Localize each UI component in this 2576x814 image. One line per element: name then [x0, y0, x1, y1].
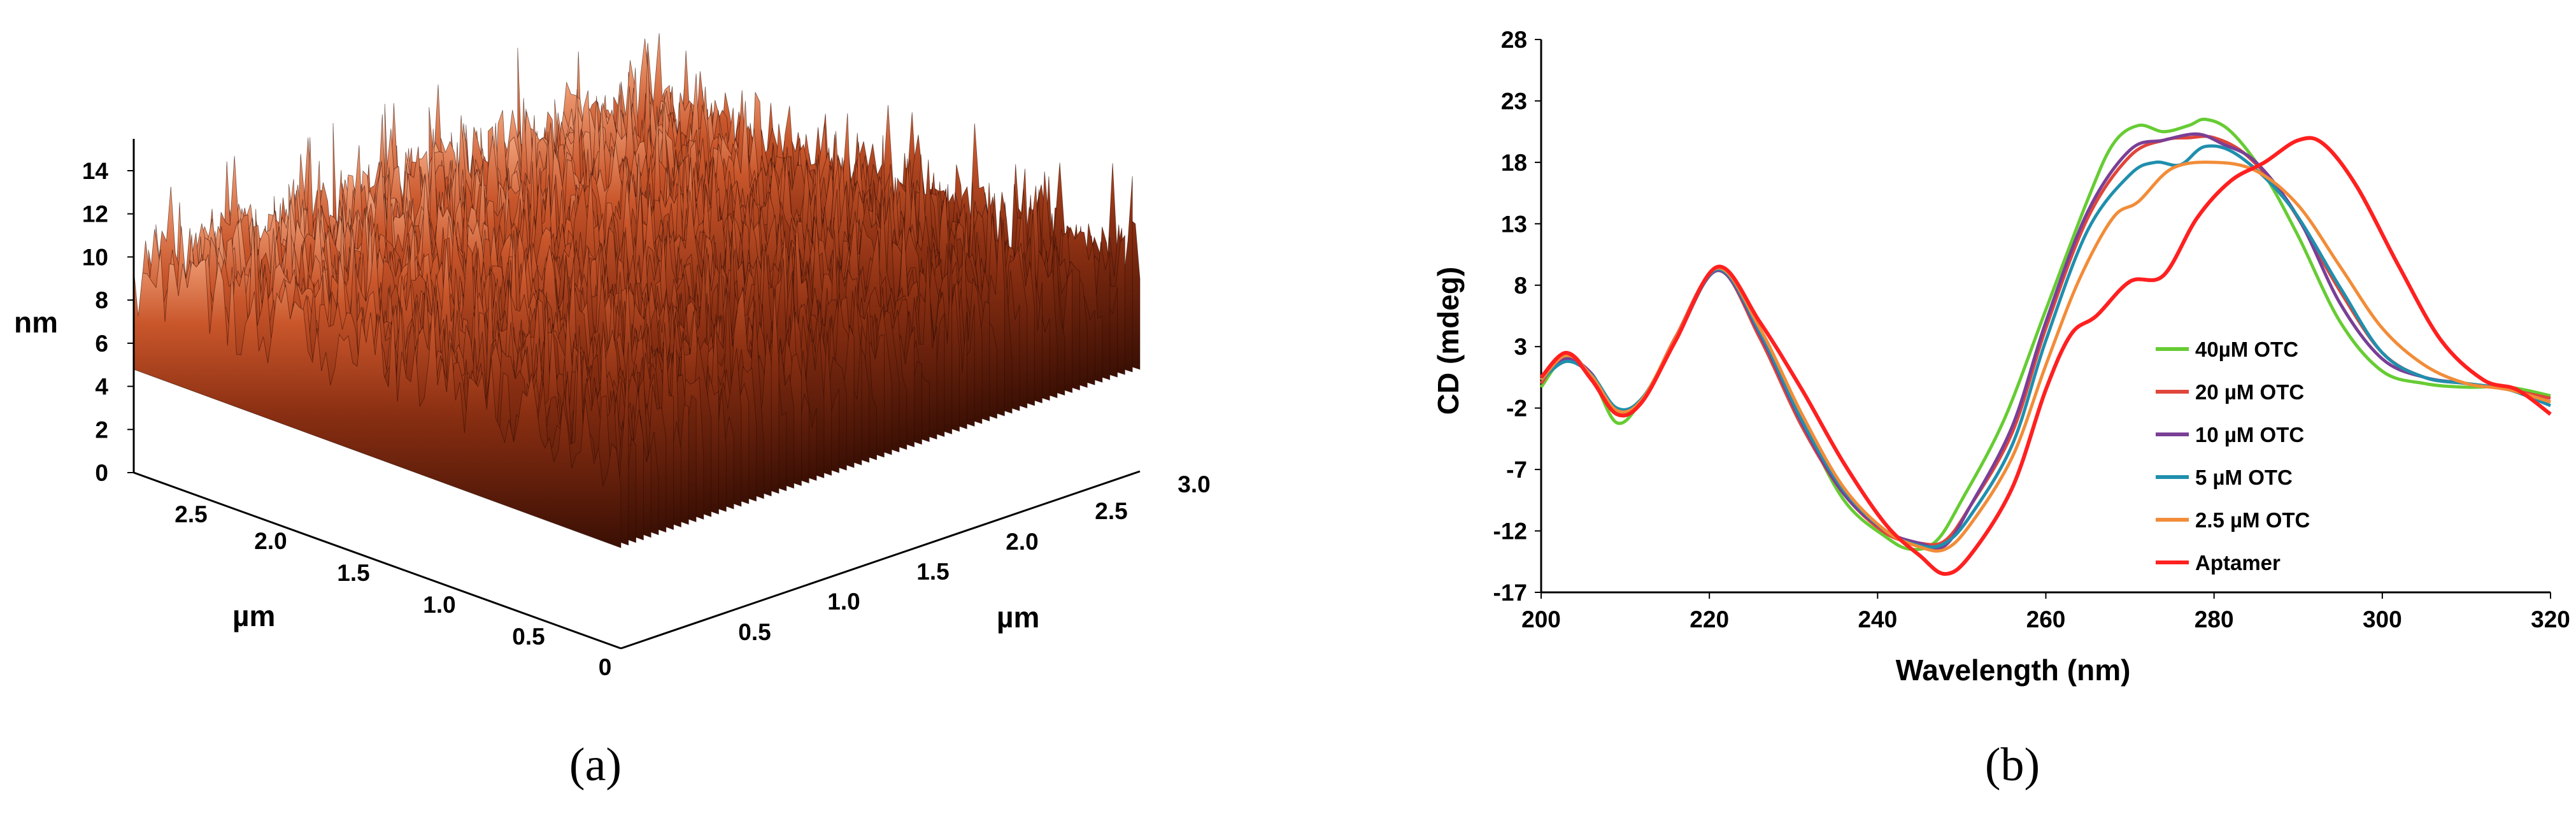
x-tick-label: 2.5 [174, 501, 207, 527]
x-axis-title: Wavelength (nm) [1896, 653, 2131, 687]
y-tick-label: -7 [1506, 457, 1527, 483]
cd-axes [1540, 39, 2551, 594]
panel-a-caption: (a) [569, 739, 622, 791]
afm-axes [132, 139, 1141, 650]
y-tick-label: 2.5 [1095, 498, 1127, 524]
cd-line-chart: -17 -12 -7 -2 3 8 13 18 23 28 200 220 240 260 280 300 3… [1432, 27, 2570, 791]
y-tick-label: 18 [1501, 150, 1527, 176]
panel-b-caption: (b) [1985, 739, 2040, 791]
y-tick-label: 1.5 [916, 559, 949, 585]
series-line-5 [1539, 136, 2552, 576]
z-axis-title: nm [14, 306, 58, 339]
afm-tick-labels: 0 2 4 6 8 10 12 14 0 0.5 1.0 1.5 2.0 2.5 0.5 1.0 1.5 2.0 2… [82, 158, 1211, 680]
y-tick-label: -17 [1493, 580, 1527, 606]
y-tick-label: 1.0 [827, 589, 860, 615]
afm-surface-plot: 0 2 4 6 8 10 12 14 0 0.5 1.0 1.5 2.0 2.5 0.5 1.0 1.5 2.0 2… [14, 32, 1211, 791]
cd-y-ticks: -17 -12 -7 -2 3 8 13 18 23 28 [1493, 27, 1541, 606]
x-tick-label: 1.0 [423, 592, 455, 618]
x-tick-label: 300 [2363, 606, 2402, 632]
x-axis-line [133, 471, 622, 650]
x-tick-label: 0.5 [512, 624, 544, 650]
series-line-4 [1540, 161, 2551, 553]
y-tick-label: 3 [1514, 334, 1527, 360]
y-tick-label: 0.5 [738, 619, 771, 645]
y-tick-label: 28 [1501, 27, 1527, 53]
y-axis-title: CD (mdeg) [1432, 267, 1465, 415]
x-axis-title: µm [232, 599, 275, 632]
y-tick-label: 2.0 [1006, 529, 1038, 555]
cd-x-ticks: 200 220 240 260 280 300 320 [1521, 592, 2570, 632]
z-tick-label: 6 [95, 331, 108, 357]
x-tick-label: 260 [2026, 606, 2066, 632]
legend-label: Aptamer [2195, 551, 2281, 575]
x-tick-label: 280 [2195, 606, 2234, 632]
cd-legend: 40µM OTC 20 µM OTC 10 µM OTC 5 µM OTC 2.5 µM… [2156, 338, 2310, 575]
y-tick-label: 23 [1501, 88, 1527, 114]
y-tick-label: -2 [1506, 396, 1527, 422]
legend-label: 20 µM OTC [2195, 380, 2304, 404]
z-tick-label: 8 [95, 287, 108, 313]
series-line-0 [1539, 117, 2551, 552]
z-tick-label: 0 [95, 460, 108, 486]
z-tick-label: 10 [82, 244, 108, 270]
legend-label: 2.5 µM OTC [2195, 508, 2310, 532]
panel-b-cd-spectra: -17 -12 -7 -2 3 8 13 18 23 28 200 220 240 260 280 300 3… [1369, 0, 2576, 811]
y-axis-title: µm [997, 601, 1039, 634]
x-tick-label: 0 [599, 654, 612, 680]
y-tick-label: 13 [1501, 211, 1527, 237]
y-axis-line [620, 470, 1141, 650]
z-tick-label: 14 [82, 158, 109, 184]
x-tick-label: 240 [1858, 606, 1897, 632]
x-tick-label: 1.5 [337, 560, 369, 586]
z-tick-label: 2 [95, 417, 108, 443]
legend-label: 5 µM OTC [2195, 466, 2293, 489]
legend-label: 40µM OTC [2195, 338, 2298, 361]
panel-a-afm: 0 2 4 6 8 10 12 14 0 0.5 1.0 1.5 2.0 2.5 0.5 1.0 1.5 2.0 2… [0, 0, 1274, 811]
x-tick-label: 200 [1521, 606, 1561, 632]
afm-surface-row [133, 249, 622, 548]
x-tick-label: 220 [1690, 606, 1729, 632]
afm-surface [133, 32, 1141, 548]
x-tick-label: 320 [2531, 606, 2570, 632]
y-tick-label: -12 [1493, 518, 1527, 545]
y-tick-label: 8 [1514, 273, 1527, 299]
z-tick-label: 12 [82, 201, 108, 227]
x-tick-label: 2.0 [254, 528, 287, 554]
cd-series [1539, 117, 2552, 576]
y-tick-label: 3.0 [1178, 471, 1210, 497]
legend-label: 10 µM OTC [2195, 423, 2304, 446]
z-tick-label: 4 [95, 374, 108, 400]
